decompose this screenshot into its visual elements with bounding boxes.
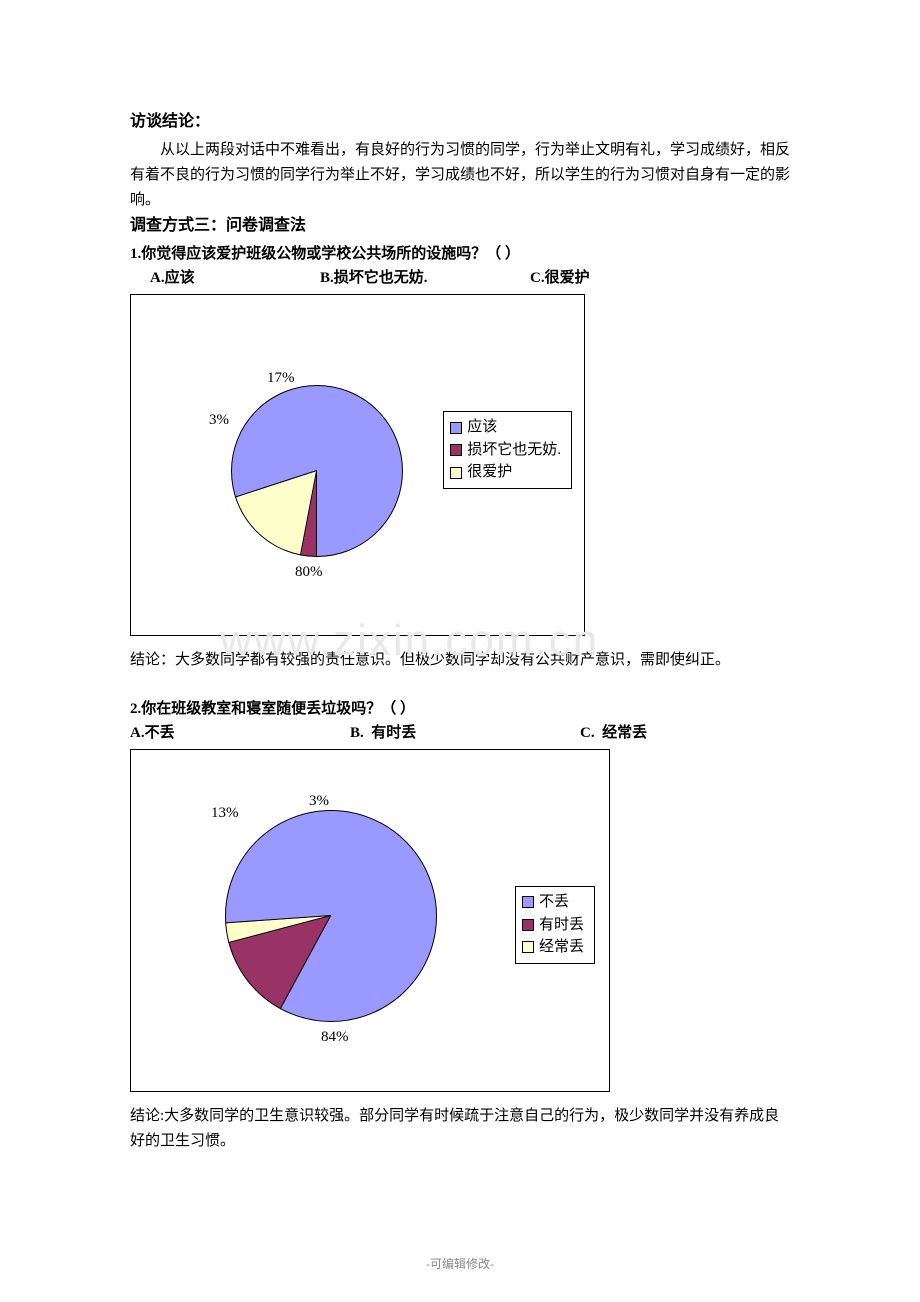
legend-row: 很爱护 [450,461,561,484]
page-footer: -可编辑修改- [0,1255,920,1272]
q2-label-84: 84% [321,1030,349,1045]
q1-label-80: 80% [295,565,323,580]
legend-label: 不丢 [539,891,569,914]
legend-label: 很爱护 [467,461,512,484]
legend-swatch [450,444,462,456]
q2-conclusion: 结论:大多数同学的卫生意识较强。部分同学有时候疏于注意自己的行为，极少数同学并没… [130,1104,790,1154]
legend-row: 应该 [450,416,561,439]
legend-row: 经常丢 [522,936,584,959]
legend-swatch [522,896,534,908]
legend-label: 损坏它也无妨. [467,439,561,462]
legend-label: 经常丢 [539,936,584,959]
legend-swatch [522,919,534,931]
q1-options: A.应该 B.损坏它也无妨. C.很爱护 [130,266,790,290]
interview-conclusion-title: 访谈结论： [130,110,790,134]
legend-swatch [450,467,462,479]
q1-opt-a: A.应该 [130,266,320,290]
q1-pie [231,385,403,557]
q1-chart: 应该损坏它也无妨.很爱护 80% 3% 17% [130,294,585,636]
q1-prompt: 1.你觉得应该爱护班级公物或学校公共场所的设施吗？（ ） [130,242,790,266]
q1-opt-c: C.很爱护 [530,266,590,290]
q2-options: A.不丢 B. 有时丢 C. 经常丢 [130,721,790,745]
q1-label-17: 17% [267,371,295,386]
legend-row: 损坏它也无妨. [450,439,561,462]
q1-conclusion: 结论：大多数同学都有较强的责任意识。但极少数同学却没有公共财产意识，需即使纠正。 [130,648,790,673]
legend-row: 不丢 [522,891,584,914]
q1-opt-b: B.损坏它也无妨. [320,266,530,290]
q2-chart: 不丢有时丢经常丢 84% 13% 3% [130,749,610,1092]
q2-pie [225,810,437,1022]
q2-legend: 不丢有时丢经常丢 [515,886,595,964]
q2-opt-c: C. 经常丢 [580,721,647,745]
survey-method-title: 调查方式三：问卷调查法 [130,214,790,238]
legend-swatch [450,422,462,434]
legend-label: 有时丢 [539,914,584,937]
q2-label-13: 13% [211,806,239,821]
interview-conclusion-body: 从以上两段对话中不难看出，有良好的行为习惯的同学，行为举止文明有礼，学习成绩好，… [130,138,790,212]
legend-row: 有时丢 [522,914,584,937]
q2-opt-a: A.不丢 [130,721,350,745]
q2-opt-b: B. 有时丢 [350,721,580,745]
q1-legend: 应该损坏它也无妨.很爱护 [443,411,572,489]
q2-prompt: 2.你在班级教室和寝室随便丢垃圾吗？（ ） [130,697,790,721]
q1-label-3: 3% [209,413,229,428]
q2-label-3: 3% [309,794,329,809]
legend-swatch [522,941,534,953]
legend-label: 应该 [467,416,497,439]
